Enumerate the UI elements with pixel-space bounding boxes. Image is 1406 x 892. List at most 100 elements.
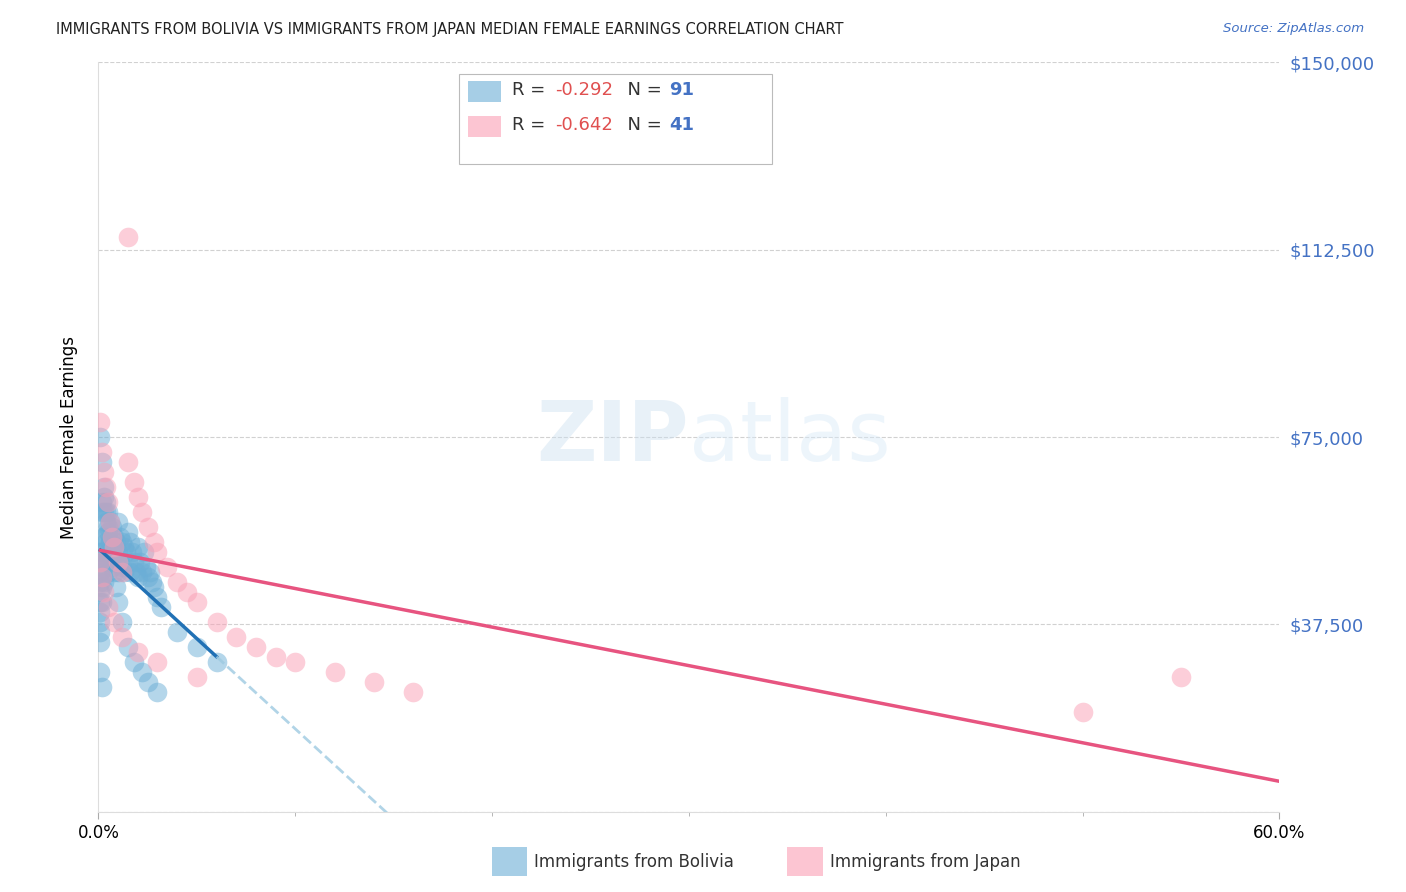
Point <box>112 565 135 579</box>
Point <box>93 555 115 569</box>
Point <box>98 535 121 549</box>
Point <box>166 624 188 639</box>
Point <box>122 555 145 569</box>
Point <box>103 540 125 554</box>
Point <box>89 615 111 629</box>
Point <box>118 535 141 549</box>
Point <box>117 455 139 469</box>
FancyBboxPatch shape <box>468 116 501 137</box>
Point <box>89 635 111 649</box>
Point <box>91 530 114 544</box>
Point <box>156 560 179 574</box>
Point <box>103 615 125 629</box>
Point <box>96 515 118 529</box>
Point <box>245 640 267 654</box>
Point <box>131 505 153 519</box>
Point <box>107 565 129 579</box>
Point <box>108 555 131 569</box>
FancyBboxPatch shape <box>468 81 501 103</box>
Point <box>98 515 121 529</box>
Point <box>1170 670 1192 684</box>
Point <box>98 515 121 529</box>
Point <box>107 595 129 609</box>
Point <box>225 630 247 644</box>
Point <box>89 665 111 679</box>
Point <box>91 680 114 694</box>
Point <box>107 545 129 559</box>
Point <box>97 505 120 519</box>
Point <box>127 490 149 504</box>
Point <box>89 415 111 429</box>
Point <box>127 645 149 659</box>
Point <box>111 630 134 644</box>
Point <box>108 530 131 544</box>
Point <box>93 585 115 599</box>
Point <box>101 560 124 574</box>
Point <box>117 555 139 569</box>
Point <box>93 505 115 519</box>
Point <box>111 565 134 579</box>
Point <box>117 640 139 654</box>
Point <box>363 674 385 689</box>
Point <box>146 685 169 699</box>
Point <box>97 599 120 614</box>
Point <box>136 520 159 534</box>
Point <box>93 490 115 504</box>
Point <box>284 655 307 669</box>
Point <box>136 674 159 689</box>
Point <box>186 640 208 654</box>
Point <box>150 599 173 614</box>
Text: Immigrants from Japan: Immigrants from Japan <box>830 853 1021 871</box>
Point <box>93 530 115 544</box>
Point <box>146 545 169 559</box>
Point <box>142 535 165 549</box>
Point <box>91 455 114 469</box>
Point <box>117 524 139 539</box>
Point <box>97 524 120 539</box>
Point <box>402 685 425 699</box>
Text: R =: R = <box>512 81 551 99</box>
Point <box>125 565 148 579</box>
Point <box>112 540 135 554</box>
Point <box>101 540 124 554</box>
Point <box>111 615 134 629</box>
Point <box>96 535 118 549</box>
Point <box>96 555 118 569</box>
Point <box>96 495 118 509</box>
Point <box>89 585 111 599</box>
Point <box>118 565 141 579</box>
Point <box>115 545 138 559</box>
Point <box>98 555 121 569</box>
Point <box>101 549 124 564</box>
Point <box>91 505 114 519</box>
Point <box>205 655 228 669</box>
Point <box>103 565 125 579</box>
Point <box>103 549 125 564</box>
FancyBboxPatch shape <box>458 74 772 163</box>
Point <box>89 545 111 559</box>
Point <box>96 480 118 494</box>
Point <box>103 530 125 544</box>
Point <box>121 545 143 559</box>
Text: Immigrants from Bolivia: Immigrants from Bolivia <box>534 853 734 871</box>
Point <box>186 595 208 609</box>
Point <box>205 615 228 629</box>
Text: R =: R = <box>512 116 551 134</box>
Point <box>1071 705 1094 719</box>
Point <box>111 535 134 549</box>
Point <box>264 649 287 664</box>
Text: atlas: atlas <box>689 397 890 477</box>
Point <box>141 574 163 589</box>
Point <box>89 565 111 579</box>
Point <box>97 545 120 559</box>
Text: 91: 91 <box>669 81 695 99</box>
Point <box>89 555 111 569</box>
Point <box>146 590 169 604</box>
Point <box>146 655 169 669</box>
Point <box>97 565 120 579</box>
Text: Source: ZipAtlas.com: Source: ZipAtlas.com <box>1223 22 1364 36</box>
Point <box>89 555 111 569</box>
Point <box>91 580 114 594</box>
Point <box>136 570 159 584</box>
Text: -0.292: -0.292 <box>555 81 613 99</box>
